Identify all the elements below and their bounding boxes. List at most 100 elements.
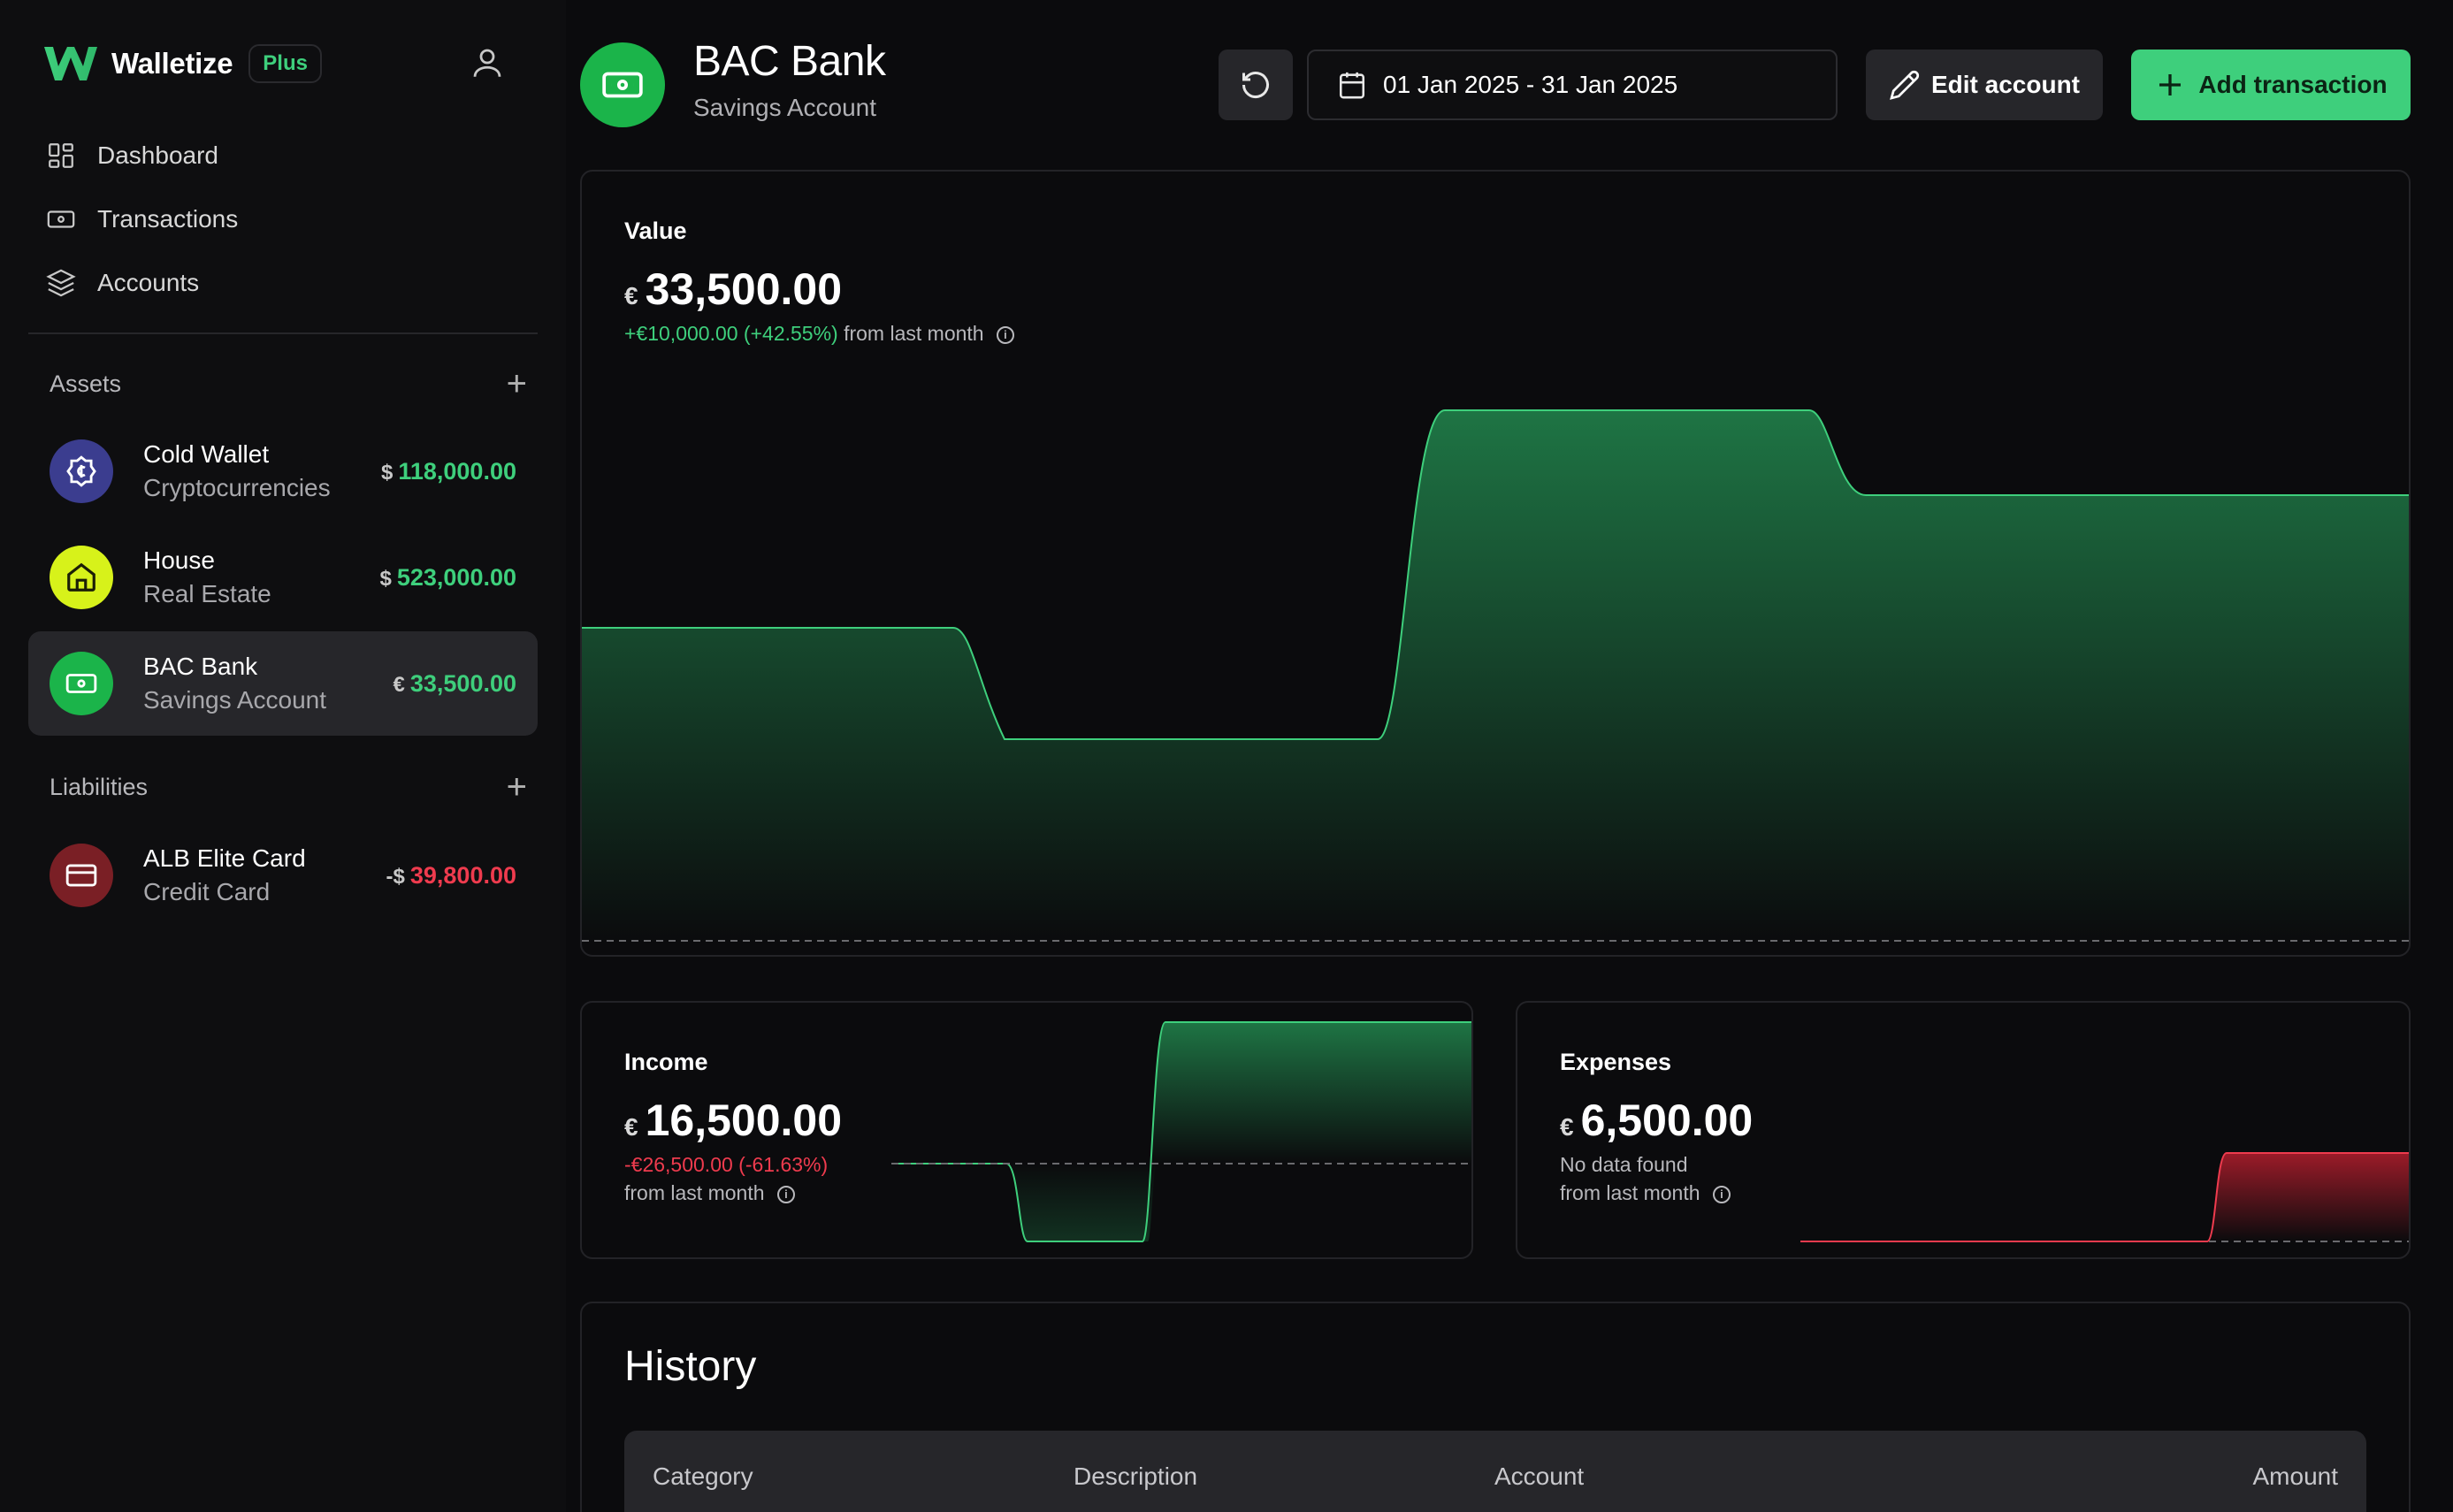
income-delta: -€26,500.00 (-61.63%) — [624, 1153, 828, 1177]
layers-icon — [46, 269, 76, 297]
plan-badge: Plus — [248, 44, 322, 83]
currency-symbol: -$ — [386, 864, 405, 889]
calendar-icon — [1339, 72, 1365, 99]
add-transaction-button[interactable]: Add transaction — [2131, 50, 2411, 120]
value-label: Value — [624, 218, 687, 244]
sidebar: Walletize Plus Dashboard Transactions Ac… — [0, 0, 566, 1512]
value-amount: € 33,500.00 — [624, 263, 842, 315]
credit-card-icon — [65, 864, 97, 887]
assets-section-header: Assets + — [50, 366, 527, 401]
currency-symbol: € — [393, 672, 405, 697]
crypto-coin-icon — [66, 455, 96, 487]
banknote-icon — [47, 210, 75, 228]
expenses-label: Expenses — [1560, 1049, 1672, 1075]
sidebar-divider — [28, 332, 538, 334]
add-asset-button[interactable]: + — [506, 364, 527, 403]
account-item-bac-bank[interactable]: BAC Bank Savings Account €33,500.00 — [28, 631, 538, 736]
plus-icon — [2159, 74, 2182, 95]
liabilities-section-header: Liabilities + — [50, 769, 527, 805]
income-area-chart — [697, 1021, 1471, 1242]
banknote-icon — [65, 674, 97, 693]
account-item-house[interactable]: House Real Estate $523,000.00 — [28, 525, 538, 630]
column-header-description[interactable]: Description — [1074, 1462, 1198, 1490]
account-name: Cold Wallet — [143, 440, 270, 468]
history-title: History — [624, 1343, 757, 1390]
expenses-area-fill — [2207, 1153, 2409, 1241]
expenses-area-chart — [1800, 1152, 2409, 1242]
nav-label: Accounts — [97, 269, 200, 296]
expenses-card: Expenses € 6,500.00 No data found from l… — [1516, 1001, 2411, 1259]
user-icon[interactable] — [469, 44, 506, 81]
income-label: Income — [624, 1049, 708, 1075]
rotate-ccw-icon — [1242, 72, 1269, 99]
value-line — [582, 409, 2409, 740]
app-name: Walletize — [111, 47, 233, 80]
page-subtitle: Savings Account — [693, 94, 877, 121]
assets-title: Assets — [50, 370, 122, 397]
currency-symbol: € — [624, 1113, 638, 1141]
value-card: Value € 33,500.00 +€10,000.00 (+42.55%) … — [580, 170, 2411, 957]
account-avatar — [50, 439, 113, 503]
history-table-header: Category Description Account Amount — [624, 1431, 2366, 1512]
income-line — [891, 1021, 1471, 1242]
reset-date-button[interactable] — [1219, 50, 1293, 120]
currency-symbol: € — [624, 282, 638, 309]
amount-value: 33,500.00 — [645, 264, 843, 314]
account-type: Real Estate — [143, 580, 271, 607]
account-avatar — [50, 844, 113, 907]
pencil-icon — [1890, 70, 1920, 100]
house-icon — [67, 562, 96, 592]
nav-item-dashboard[interactable]: Dashboard — [46, 124, 238, 187]
delta-value: +€10,000.00 (+42.55%) — [624, 322, 838, 345]
main-nav: Dashboard Transactions Accounts — [46, 124, 238, 315]
expenses-line — [1800, 1152, 2409, 1242]
delta-value: -€26,500.00 (-61.63%) — [624, 1153, 829, 1176]
account-name: House — [143, 546, 215, 574]
brand[interactable]: Walletize Plus — [42, 41, 322, 87]
add-liability-button[interactable]: + — [506, 767, 527, 806]
amount-value: 6,500.00 — [1580, 1096, 1754, 1145]
nav-label: Dashboard — [97, 141, 218, 169]
column-header-category[interactable]: Category — [653, 1462, 753, 1490]
account-name: BAC Bank — [143, 653, 258, 680]
account-avatar — [50, 546, 113, 609]
value-delta: +€10,000.00 (+42.55%) from last month i — [624, 322, 1014, 346]
date-range-picker[interactable]: 01 Jan 2025 - 31 Jan 2025 — [1307, 50, 1838, 120]
currency-symbol: $ — [379, 566, 392, 591]
nav-item-transactions[interactable]: Transactions — [46, 187, 238, 251]
income-amount: € 16,500.00 — [624, 1095, 842, 1146]
column-header-amount[interactable]: Amount — [2252, 1462, 2339, 1490]
delta-suffix: from last month — [624, 1181, 765, 1204]
delta-suffix: from last month — [1560, 1181, 1700, 1204]
income-area-fill-down — [697, 1164, 1157, 1241]
account-item-cold-wallet[interactable]: Cold Wallet Cryptocurrencies $118,000.00 — [28, 419, 538, 523]
account-type: Cryptocurrencies — [143, 474, 331, 501]
amount-value: 16,500.00 — [645, 1096, 843, 1145]
account-balance: $523,000.00 — [380, 564, 517, 592]
income-area-fill-up — [1148, 1022, 1471, 1164]
info-icon[interactable]: i — [996, 325, 1014, 344]
edit-account-label: Edit account — [1930, 71, 2080, 98]
income-delta-suffix-row: from last month i — [624, 1181, 795, 1205]
account-item-alb-elite-card[interactable]: ALB Elite Card Credit Card -$ 39,800.00 — [28, 823, 538, 928]
account-type: Credit Card — [143, 878, 271, 905]
info-icon[interactable]: i — [776, 1185, 795, 1203]
balance-value: 523,000.00 — [396, 563, 516, 591]
account-header-avatar — [580, 42, 665, 127]
account-type: Savings Account — [143, 686, 327, 714]
expenses-amount: € 6,500.00 — [1560, 1095, 1753, 1146]
balance-value: 39,800.00 — [409, 861, 516, 889]
info-icon[interactable]: i — [1712, 1185, 1731, 1203]
balance-value: 118,000.00 — [398, 457, 516, 485]
account-balance: $118,000.00 — [381, 458, 516, 485]
nav-item-accounts[interactable]: Accounts — [46, 251, 238, 315]
dashboard-icon — [49, 143, 73, 168]
value-area-chart — [582, 409, 2409, 943]
date-range-text: 01 Jan 2025 - 31 Jan 2025 — [1383, 71, 1678, 98]
edit-account-button[interactable]: Edit account — [1866, 50, 2103, 120]
currency-symbol: € — [1560, 1113, 1574, 1141]
currency-symbol: $ — [380, 460, 394, 485]
history-card: History Category Description Account Amo… — [580, 1302, 2411, 1512]
value-area-fill — [582, 410, 2409, 943]
column-header-account[interactable]: Account — [1494, 1462, 1585, 1490]
